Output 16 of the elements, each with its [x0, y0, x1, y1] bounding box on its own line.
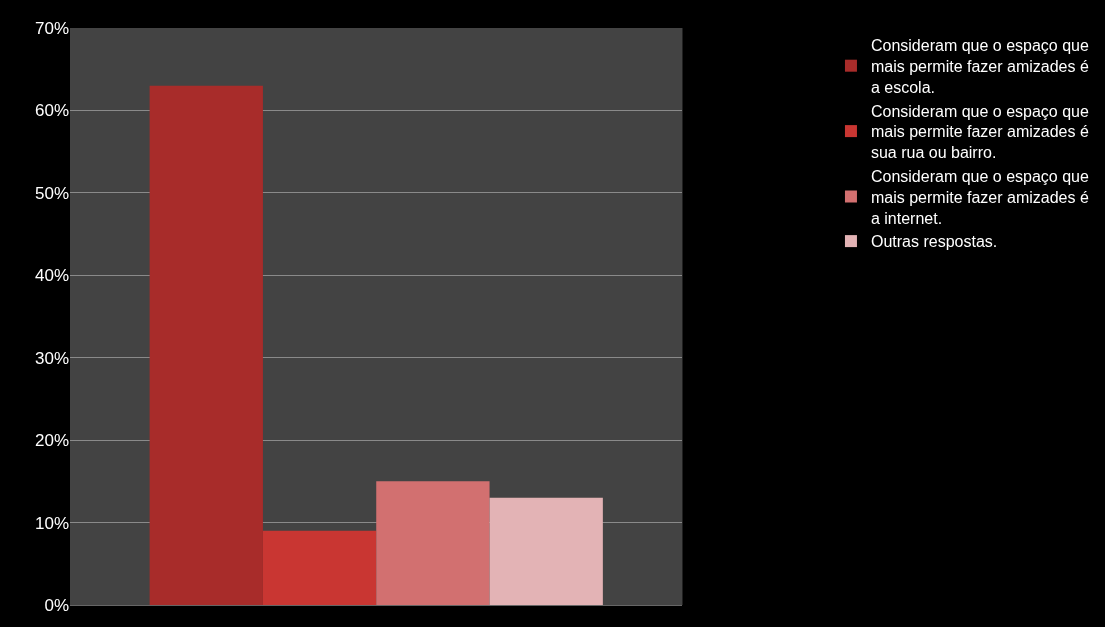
- legend-label: Consideram que o espaço que mais permite fazer amizades é a escola.: [870, 37, 1089, 96]
- legend-label: Outras respostas.: [870, 233, 998, 251]
- y-tick-label: 20%: [34, 431, 69, 451]
- legend-label: Consideram que o espaço que mais permite fazer amizades é sua rua ou bairro.: [870, 102, 1089, 162]
- y-tick-label: 10%: [34, 513, 69, 533]
- y-tick-label: 40%: [34, 266, 69, 286]
- bar: [489, 497, 603, 605]
- y-tick-label: 60%: [34, 101, 69, 121]
- y-tick-label: 30%: [34, 348, 69, 368]
- y-tick-label: 70%: [34, 18, 69, 38]
- y-tick-label: 50%: [34, 183, 69, 203]
- bar: [376, 481, 490, 605]
- bar: [149, 85, 263, 605]
- bar: [262, 530, 377, 605]
- legend-label: Consideram que o espaço que mais permite fazer amizades é a internet.: [870, 167, 1089, 227]
- y-tick-label: 0%: [44, 595, 69, 615]
